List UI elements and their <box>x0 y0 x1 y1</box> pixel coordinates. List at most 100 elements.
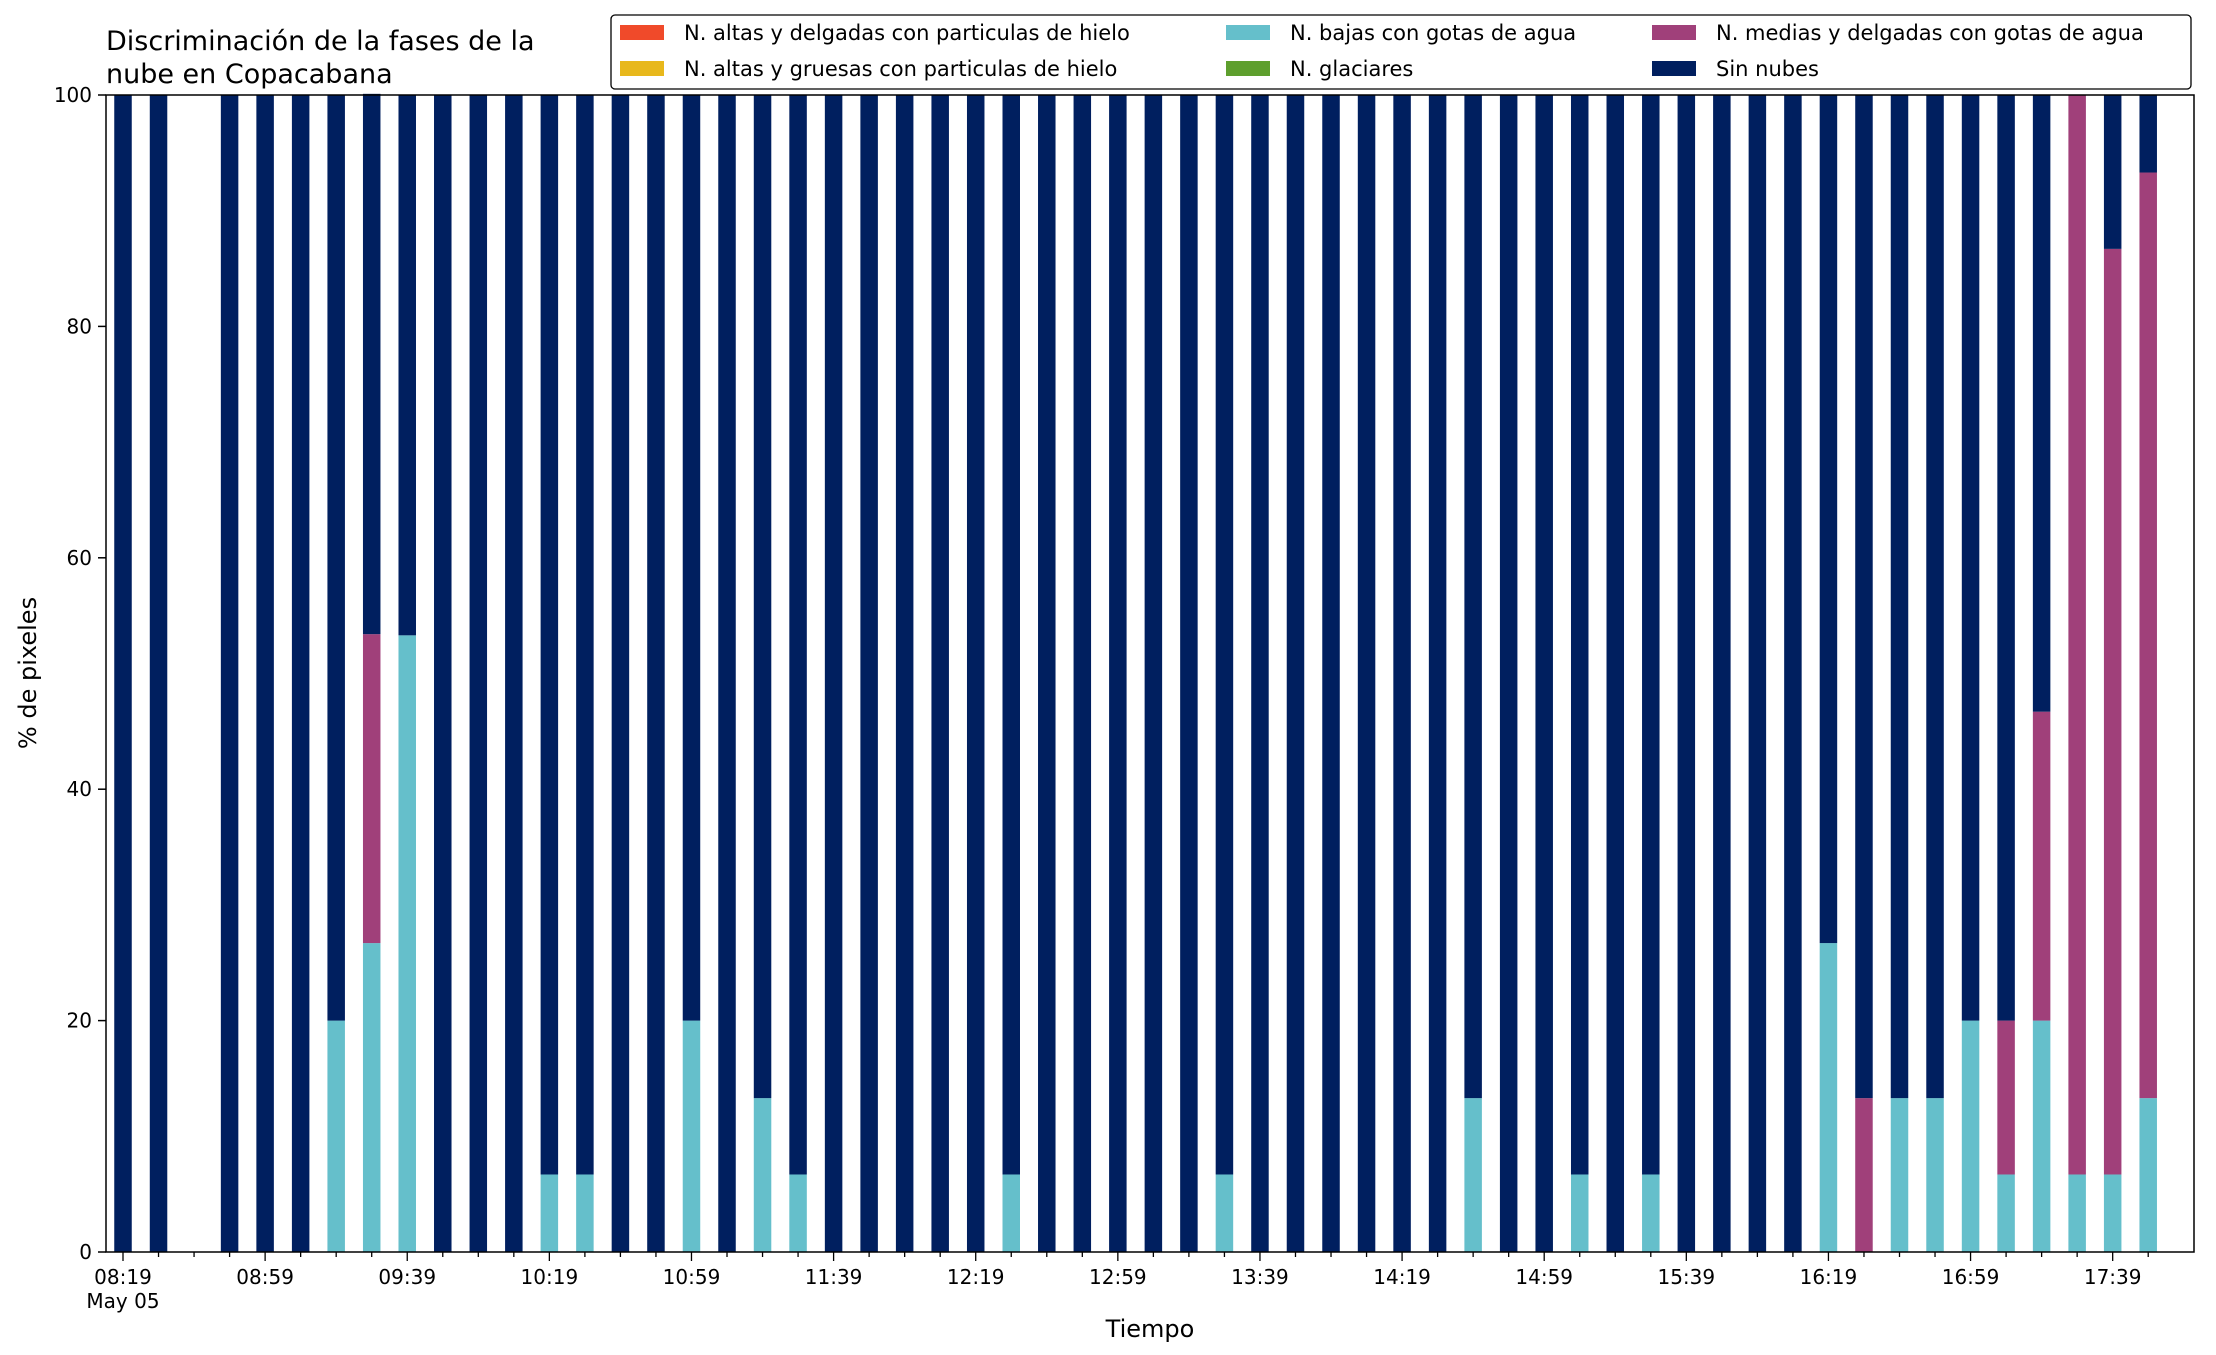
bar-segment <box>895 95 914 1252</box>
y-tick-label: 20 <box>67 1009 92 1033</box>
bar-segment <box>2068 95 2086 1175</box>
bar-segment <box>1642 95 1660 1175</box>
bar-segment <box>753 95 772 1099</box>
x-tick-label: 08:59 <box>236 1265 294 1289</box>
bar-segment <box>2103 248 2122 1175</box>
bar-segment <box>434 95 452 1252</box>
legend-label: N. medias y delgadas con gotas de agua <box>1716 21 2144 45</box>
bar-segment <box>2139 95 2157 173</box>
bar-segment <box>931 95 949 1252</box>
bar-segment <box>1997 1174 2015 1252</box>
x-axis: 08:19 08:59 09:39 10:19 10:59 11:39 12:19 12:59… <box>86 1252 2149 1313</box>
bar-segment <box>1677 95 1696 1252</box>
bar-segment <box>1393 95 1411 1252</box>
legend-swatch <box>1226 61 1270 76</box>
bar-segment <box>1357 95 1376 1252</box>
bar-segment <box>682 1020 701 1252</box>
bar-segment <box>2103 1174 2122 1252</box>
bar-segment <box>1890 1098 1909 1252</box>
x-tick-sublabel: May 05 <box>86 1289 159 1313</box>
plot-frame <box>105 94 2195 1253</box>
bar-segment <box>1180 95 1198 1252</box>
bar-segment <box>1464 95 1482 1099</box>
chart-title-line: nube en Copacabana <box>106 59 393 90</box>
bar-segment <box>1570 95 1589 1175</box>
bar-segment <box>1890 95 1909 1099</box>
bar-segment <box>1144 95 1163 1252</box>
bar-segment <box>540 95 559 1175</box>
x-tick-label: 16:19 <box>1800 1265 1858 1289</box>
bar-segment <box>1819 95 1838 944</box>
legend-label: N. glaciares <box>1290 57 1413 81</box>
bar-segment <box>1713 95 1731 1252</box>
bar-segment <box>611 95 630 1252</box>
bar-segment <box>540 1174 559 1252</box>
y-tick-label: 60 <box>67 546 92 570</box>
legend-label: N. bajas con gotas de agua <box>1290 21 1576 45</box>
x-tick-label: 08:19 <box>94 1265 152 1289</box>
bar-segment <box>2139 172 2157 1099</box>
y-tick-label: 80 <box>67 314 92 338</box>
bar-segment <box>1819 943 1838 1252</box>
bar-segment <box>789 1174 807 1252</box>
bar-segment <box>824 95 843 1252</box>
bar-segment <box>291 95 310 1252</box>
bar-segment <box>1215 95 1234 1175</box>
bar-segment <box>149 95 168 1252</box>
legend-entry: N. altas y delgadas con particulas de hi… <box>620 21 1130 45</box>
legend-entry: N. altas y gruesas con particulas de hie… <box>620 57 1117 81</box>
bar-segment <box>220 95 239 1252</box>
bar-segment <box>576 95 594 1175</box>
bar-segment <box>1784 95 1802 1252</box>
bar-segment <box>1002 95 1020 1175</box>
bar-segment <box>2032 711 2051 1021</box>
y-axis: 0 20 40 60 80 100 <box>54 83 106 1264</box>
legend-label: N. altas y delgadas con particulas de hi… <box>684 21 1130 45</box>
bar-segment <box>1464 1098 1482 1252</box>
legend-swatch <box>1652 61 1696 76</box>
legend-entry: N. medias y delgadas con gotas de agua <box>1652 21 2144 45</box>
x-tick-label: 13:39 <box>1231 1265 1289 1289</box>
legend-swatch <box>1652 25 1696 40</box>
bar-segment <box>256 95 274 1252</box>
x-axis-label: Tiempo <box>1105 1315 1195 1343</box>
legend-entry: Sin nubes <box>1652 57 1819 81</box>
bar-segment <box>1926 1098 1944 1252</box>
x-tick-label: 09:39 <box>378 1265 436 1289</box>
bar-segment <box>1997 95 2015 1021</box>
bar-segment <box>647 95 665 1252</box>
bar-segment <box>398 635 416 1252</box>
bar-segment <box>1002 1174 1020 1252</box>
bar-segment <box>114 95 132 1252</box>
bar-segment <box>1215 1174 1234 1252</box>
bar-segment <box>362 634 381 944</box>
legend-swatch <box>1226 25 1270 40</box>
bar-segment <box>682 95 701 1021</box>
bar-segment <box>1038 95 1056 1252</box>
bar-segment <box>2068 1174 2086 1252</box>
bar-segment <box>1961 1020 1980 1252</box>
bar-segment <box>327 95 345 1021</box>
bar-segment <box>2139 1098 2157 1252</box>
bar-segment <box>505 95 523 1252</box>
bar-segment <box>1073 95 1092 1252</box>
bar-segment <box>1251 95 1269 1252</box>
bar-segment <box>469 95 488 1252</box>
bar-segment <box>789 95 807 1175</box>
x-tick-label: 10:19 <box>521 1265 579 1289</box>
bar-segment <box>398 95 416 636</box>
bar-segment <box>2103 95 2122 249</box>
bar-segment <box>1997 1020 2015 1175</box>
bar-segment <box>1606 95 1625 1252</box>
x-tick-label: 14:19 <box>1373 1265 1431 1289</box>
legend: N. altas y delgadas con particulas de hi… <box>610 14 2192 90</box>
bar-segment <box>1535 95 1553 1252</box>
x-tick-label: 14:59 <box>1515 1265 1573 1289</box>
bar-segment <box>966 95 985 1252</box>
bar-segment <box>576 1174 594 1252</box>
y-tick-label: 40 <box>67 777 92 801</box>
bar-segment <box>1855 95 1873 1099</box>
chart-title: Discriminación de la fases de la nube en … <box>106 26 535 90</box>
y-axis-label: % de pixeles <box>14 597 42 749</box>
